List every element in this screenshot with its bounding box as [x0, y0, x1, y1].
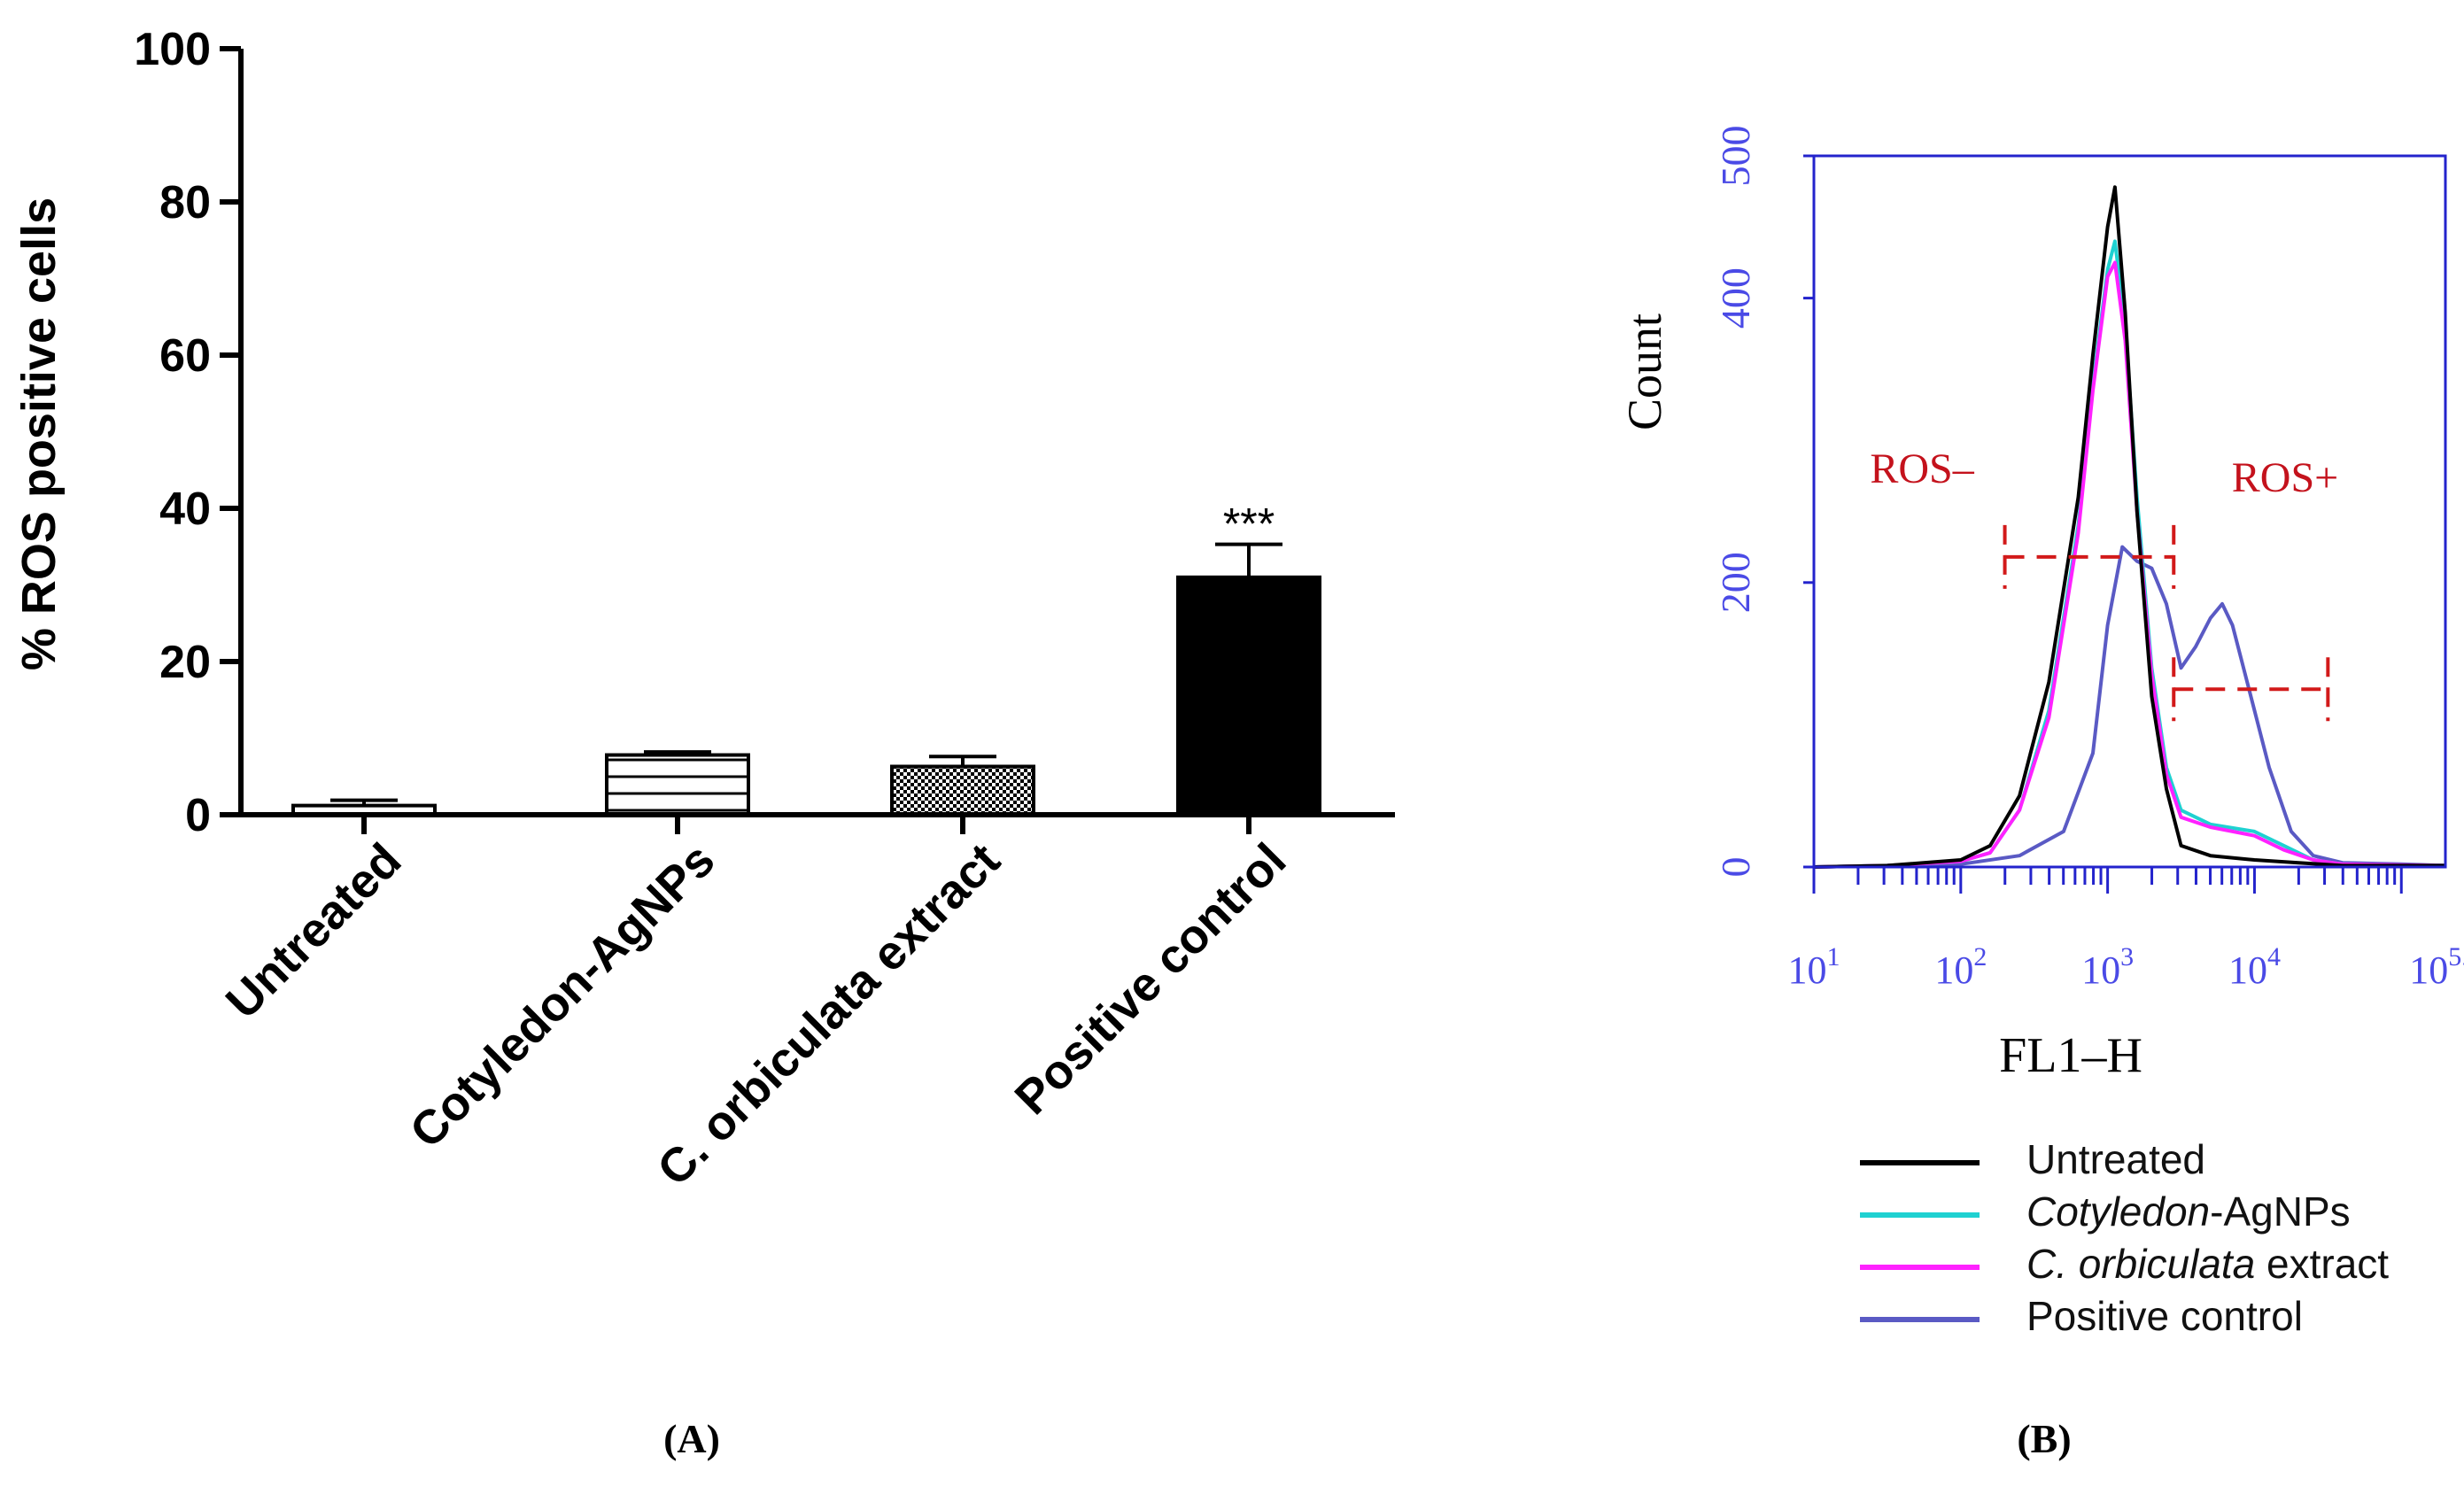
legend-label: Untreated [2026, 1136, 2205, 1182]
gate-label: ROS+ [2232, 454, 2338, 501]
histogram-y-tick-label: 0 [1713, 857, 1758, 878]
bar-y-tick-label: 100 [134, 24, 211, 75]
histogram-x-tick-label: 101 [1788, 942, 1840, 992]
legend-label: Positive control [2026, 1293, 2303, 1339]
histogram-y-ticks: 0 200 400 500 [1713, 126, 1814, 878]
bar-series: *** [291, 499, 1321, 817]
bar-y-tick-label: 80 [159, 177, 211, 228]
bar-chart-panel: *** 0 20 40 60 80 100 UntreatedCotyledon-AgNP… [12, 24, 1395, 1461]
histogram-line-untreated [1813, 185, 2445, 869]
legend-label: Cotyledon-AgNPs [2026, 1188, 2351, 1235]
significance-marker: *** [1223, 499, 1275, 549]
histogram-x-tick-label: 102 [1934, 942, 1987, 992]
histogram-x-ticks: 101 102 103 104 105.3 [1788, 867, 2464, 992]
histogram-x-tick-label: 104 [2228, 942, 2281, 992]
bar-y-axis-label: % ROS positive cells [12, 197, 66, 670]
histogram-legend: Untreated Cotyledon-AgNPs C. orbiculata ex… [1860, 1136, 2389, 1339]
bar-y-tick-label: 20 [159, 637, 211, 688]
histogram-y-tick-label: 500 [1713, 126, 1758, 187]
histogram-y-tick-label: 200 [1713, 552, 1758, 613]
gate-label: ROS– [1870, 445, 1974, 492]
histogram-panel: ROS– ROS+ 0 200 400 500 101 102 103 104 105.3 Co… [1618, 126, 2464, 1462]
histogram-x-tick-label: 105.3 [2409, 942, 2464, 992]
bar-cotyledon-agnps [605, 753, 750, 817]
histogram-x-tick-label: 103 [2081, 942, 2134, 992]
bar-y-ticks: 0 20 40 60 80 100 [134, 24, 241, 841]
histogram-series [1813, 185, 2446, 869]
bar-x-tick-label: Untreated [216, 833, 412, 1029]
bar-y-tick-label: 0 [185, 790, 211, 841]
bar-y-tick-label: 40 [159, 484, 211, 535]
histogram-gates: ROS– ROS+ [1870, 445, 2338, 722]
bar-c-orbiculata-extract [890, 764, 1035, 817]
histogram-y-tick-label: 400 [1713, 267, 1758, 329]
panel-a-caption: (A) [663, 1416, 720, 1461]
legend-label: C. orbiculata extract [2026, 1241, 2389, 1287]
histogram-line-positive-control [1813, 545, 2446, 869]
panel-b-caption: (B) [2017, 1416, 2071, 1461]
histogram-line-c-orbiculata-extract [1813, 260, 2446, 869]
bar-axes [220, 49, 1395, 817]
bar-x-tick-label: Positive control [1005, 833, 1297, 1125]
histogram-x-axis-label: FL1–H [1999, 1028, 2142, 1083]
bar-y-tick-label: 60 [159, 330, 211, 382]
bar-positive-control [1176, 575, 1321, 817]
bar-x-tick-label: Cotyledon-AgNPs [399, 833, 724, 1158]
histogram-plot-frame [1812, 154, 2447, 869]
histogram-y-axis-label: Count [1618, 314, 1671, 430]
